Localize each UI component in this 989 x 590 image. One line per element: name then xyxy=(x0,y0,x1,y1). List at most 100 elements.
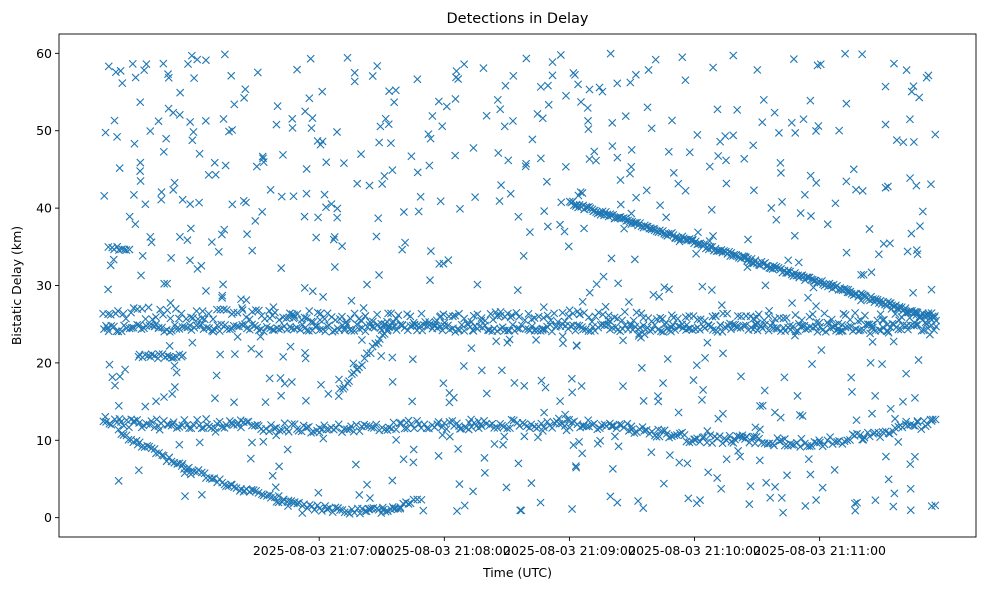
data-point xyxy=(494,149,503,157)
data-point xyxy=(660,320,669,329)
data-point xyxy=(514,212,523,221)
data-point xyxy=(169,108,178,117)
data-point xyxy=(167,326,176,335)
data-point xyxy=(793,391,802,400)
data-point xyxy=(104,310,113,319)
data-point xyxy=(330,233,339,241)
data-point xyxy=(906,506,915,515)
data-point xyxy=(627,425,636,434)
data-point xyxy=(159,59,168,68)
data-point xyxy=(464,425,473,434)
data-point xyxy=(859,435,868,444)
data-point xyxy=(399,455,408,464)
data-point xyxy=(578,449,587,458)
data-point xyxy=(554,414,563,423)
data-point xyxy=(259,437,268,446)
data-point xyxy=(328,327,337,336)
data-point xyxy=(343,53,352,62)
data-point xyxy=(129,190,138,199)
data-point xyxy=(548,58,557,67)
data-point xyxy=(576,97,585,106)
data-point xyxy=(178,459,187,468)
data-point xyxy=(497,366,506,375)
data-point xyxy=(288,310,297,319)
data-point xyxy=(300,313,309,322)
data-point xyxy=(128,59,137,68)
data-point xyxy=(697,395,706,404)
data-point xyxy=(360,420,369,429)
data-point xyxy=(770,261,779,270)
data-point xyxy=(439,379,448,388)
data-point xyxy=(124,435,133,444)
data-point xyxy=(847,373,856,382)
data-point xyxy=(456,424,465,433)
data-point xyxy=(302,423,311,432)
data-point xyxy=(614,442,623,451)
data-point xyxy=(762,478,771,487)
data-point xyxy=(505,424,514,433)
data-point xyxy=(251,216,260,225)
data-point xyxy=(866,329,875,338)
data-point xyxy=(389,317,398,326)
data-point xyxy=(670,431,679,440)
data-point xyxy=(711,312,720,321)
data-point xyxy=(306,54,315,63)
data-point xyxy=(787,118,796,127)
data-point xyxy=(569,441,578,450)
data-point xyxy=(729,438,738,447)
data-point xyxy=(467,344,476,353)
data-point xyxy=(534,312,543,321)
data-point xyxy=(312,233,321,242)
data-point xyxy=(197,468,206,477)
data-point xyxy=(571,326,580,335)
data-point xyxy=(175,110,184,119)
data-point xyxy=(503,338,512,347)
data-point xyxy=(827,315,836,324)
x-tick-label: 2025-08-03 21:09:00 xyxy=(503,543,636,558)
data-point xyxy=(100,191,109,200)
data-point xyxy=(613,498,622,507)
data-point xyxy=(715,432,724,441)
data-point xyxy=(314,213,323,222)
data-point xyxy=(238,303,246,312)
data-point xyxy=(359,303,368,312)
data-point xyxy=(152,397,161,406)
data-point xyxy=(122,246,131,255)
data-point xyxy=(480,453,489,462)
data-point xyxy=(210,325,219,334)
data-point xyxy=(584,116,593,125)
data-point xyxy=(738,431,747,440)
data-point xyxy=(800,321,809,330)
data-point xyxy=(846,315,855,324)
data-point xyxy=(537,419,546,428)
data-point xyxy=(220,225,229,234)
data-point xyxy=(454,444,463,453)
data-point xyxy=(224,127,233,136)
data-point xyxy=(779,508,788,517)
data-point xyxy=(588,317,597,326)
data-point xyxy=(567,374,576,383)
data-point xyxy=(214,247,223,256)
data-point xyxy=(157,188,166,197)
data-point xyxy=(906,460,915,469)
data-point xyxy=(337,312,346,321)
data-point xyxy=(932,322,941,331)
data-point xyxy=(376,122,385,131)
data-point xyxy=(302,189,311,198)
data-point xyxy=(189,314,198,322)
data-point xyxy=(796,442,805,451)
data-point xyxy=(797,316,806,325)
data-point xyxy=(717,301,726,310)
data-point xyxy=(266,185,275,194)
data-point xyxy=(632,308,641,317)
data-point xyxy=(619,336,628,345)
data-point xyxy=(388,476,397,485)
data-point xyxy=(287,378,296,387)
data-point xyxy=(137,325,146,334)
data-point xyxy=(158,323,167,332)
data-point xyxy=(712,247,721,256)
data-point xyxy=(608,464,617,473)
data-point xyxy=(561,410,570,419)
data-point xyxy=(413,321,422,330)
data-point xyxy=(316,316,324,325)
